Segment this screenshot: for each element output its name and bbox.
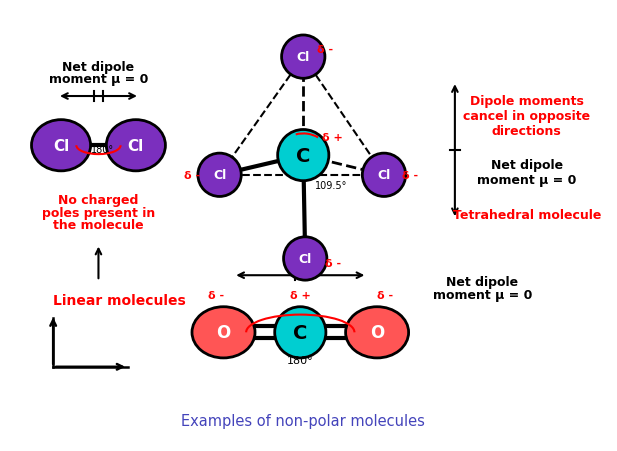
Circle shape xyxy=(362,154,405,197)
Text: Cl: Cl xyxy=(378,169,391,182)
Circle shape xyxy=(275,307,326,358)
Text: 109.5°: 109.5° xyxy=(315,180,347,190)
Text: Cl: Cl xyxy=(213,169,226,182)
Text: δ -: δ - xyxy=(207,290,224,300)
Text: C: C xyxy=(293,323,307,342)
Text: moment μ = 0: moment μ = 0 xyxy=(433,289,532,302)
Text: C: C xyxy=(296,146,310,165)
Ellipse shape xyxy=(31,120,91,171)
Text: directions: directions xyxy=(492,125,561,138)
Text: δ -: δ - xyxy=(317,45,333,55)
Text: O: O xyxy=(370,324,384,341)
Ellipse shape xyxy=(192,307,255,358)
Text: Net dipole: Net dipole xyxy=(491,159,563,172)
Text: Cl: Cl xyxy=(53,138,69,153)
Circle shape xyxy=(281,36,325,79)
Text: poles present in: poles present in xyxy=(42,206,155,219)
Ellipse shape xyxy=(346,307,408,358)
Text: Dipole moments: Dipole moments xyxy=(470,95,584,108)
Text: δ -: δ - xyxy=(325,259,341,269)
Text: Linear molecules: Linear molecules xyxy=(53,293,186,307)
Circle shape xyxy=(284,237,327,281)
Text: cancel in opposite: cancel in opposite xyxy=(463,110,590,123)
Text: δ +: δ + xyxy=(323,133,343,143)
Ellipse shape xyxy=(106,120,165,171)
Text: Cl: Cl xyxy=(128,138,144,153)
Text: Net dipole: Net dipole xyxy=(446,275,518,288)
Text: O: O xyxy=(217,324,231,341)
Circle shape xyxy=(278,130,329,181)
Text: Net dipole: Net dipole xyxy=(62,61,135,74)
Text: δ -: δ - xyxy=(402,170,418,180)
Text: Tetrahedral molecule: Tetrahedral molecule xyxy=(453,208,601,221)
Text: the molecule: the molecule xyxy=(53,219,144,232)
Text: 180°: 180° xyxy=(287,355,313,365)
Text: δ -: δ - xyxy=(377,290,393,300)
Circle shape xyxy=(198,154,241,197)
Text: Cl: Cl xyxy=(297,51,310,64)
Text: δ +: δ + xyxy=(290,290,311,300)
Text: δ -: δ - xyxy=(184,170,200,180)
Text: 180°: 180° xyxy=(91,145,114,155)
Text: moment μ = 0: moment μ = 0 xyxy=(49,73,148,86)
Text: moment μ = 0: moment μ = 0 xyxy=(477,174,576,187)
Text: Cl: Cl xyxy=(299,253,312,265)
Text: No charged: No charged xyxy=(58,193,139,207)
Text: Examples of non-polar molecules: Examples of non-polar molecules xyxy=(181,414,425,428)
